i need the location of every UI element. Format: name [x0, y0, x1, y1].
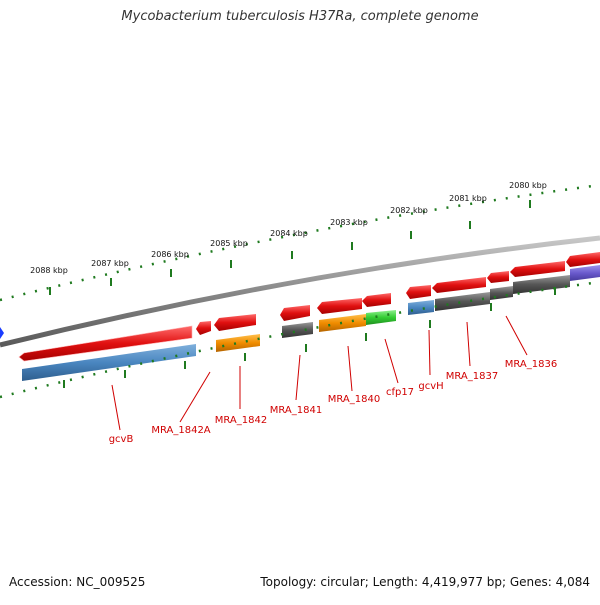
- cds-arrow[interactable]: [280, 305, 310, 321]
- gene-label[interactable]: MRA_1842: [215, 415, 267, 426]
- kbp-label: 2082 kbp: [390, 206, 428, 215]
- kbp-label: 2086 kbp: [151, 250, 189, 259]
- kbp-label: 2080 kbp: [509, 181, 547, 190]
- kbp-label: 2085 kbp: [210, 239, 248, 248]
- gene-MRA_1837[interactable]: [435, 292, 490, 311]
- map-title: Mycobacterium tuberculosis H37Ra, comple…: [121, 9, 479, 24]
- cds-arrow[interactable]: [196, 321, 211, 335]
- leader-line: [428, 329, 431, 376]
- leader-line: [347, 345, 353, 392]
- leader-line: [384, 338, 399, 384]
- leader-line: [466, 321, 471, 367]
- gene-gcvH[interactable]: [408, 300, 434, 315]
- leader-line: [111, 384, 121, 431]
- cds-arrow[interactable]: [362, 293, 391, 307]
- accession-text: Accession: NC_009525: [9, 575, 146, 589]
- leader-line: [505, 315, 528, 356]
- cds-arrow[interactable]: [487, 271, 509, 283]
- genome-summary-text: Topology: circular; Length: 4,419,977 bp…: [260, 575, 590, 589]
- cds-arrow[interactable]: [432, 277, 486, 293]
- outer-ruler-ticks: [49, 200, 531, 295]
- gene-purple[interactable]: [570, 265, 600, 281]
- inner-ruler-ticks: [63, 287, 556, 388]
- cds-arrow[interactable]: [566, 252, 600, 267]
- forward-cds-track: [18, 252, 600, 362]
- kbp-label: 2081 kbp: [449, 194, 487, 203]
- leader-line: [295, 354, 301, 401]
- kbp-label: 2084 kbp: [270, 229, 308, 238]
- genome-backbone: [0, 235, 600, 348]
- inner-ruler-dots: [0, 280, 600, 399]
- gene-gcvB[interactable]: [22, 344, 196, 381]
- gene-label[interactable]: MRA_1837: [446, 371, 498, 382]
- gene-cfp17[interactable]: [366, 310, 396, 325]
- kbp-label: 2088 kbp: [30, 266, 68, 275]
- cds-arrow[interactable]: [18, 325, 193, 362]
- gene-label[interactable]: MRA_1842A: [151, 425, 210, 436]
- gene-label[interactable]: MRA_1840: [328, 394, 380, 405]
- cds-arrow[interactable]: [317, 298, 362, 314]
- origin-marker: [0, 327, 4, 339]
- gene-label[interactable]: MRA_1841: [270, 405, 322, 416]
- kbp-labels: 2088 kbp 2087 kbp 2086 kbp 2085 kbp 2084 kbp…: [30, 181, 547, 275]
- kbp-label: 2087 kbp: [91, 259, 129, 268]
- gene-MRA_1842[interactable]: [216, 334, 260, 352]
- gene-label[interactable]: MRA_1836: [505, 359, 557, 370]
- cds-arrow[interactable]: [510, 261, 565, 277]
- gene-MRA_1840[interactable]: [319, 314, 366, 332]
- cds-arrow[interactable]: [214, 314, 256, 331]
- gene-MRA_1841[interactable]: [282, 322, 313, 338]
- gene-label[interactable]: cfp17: [386, 387, 414, 398]
- gene-label[interactable]: gcvH: [418, 381, 443, 392]
- leader-line: [179, 371, 211, 423]
- cds-arrow[interactable]: [406, 285, 431, 299]
- gene-MRA_1836-segment[interactable]: [490, 286, 513, 300]
- kbp-label: 2083 kbp: [330, 218, 368, 227]
- gene-label[interactable]: gcvB: [109, 434, 134, 445]
- gene-MRA_1836[interactable]: [513, 275, 570, 294]
